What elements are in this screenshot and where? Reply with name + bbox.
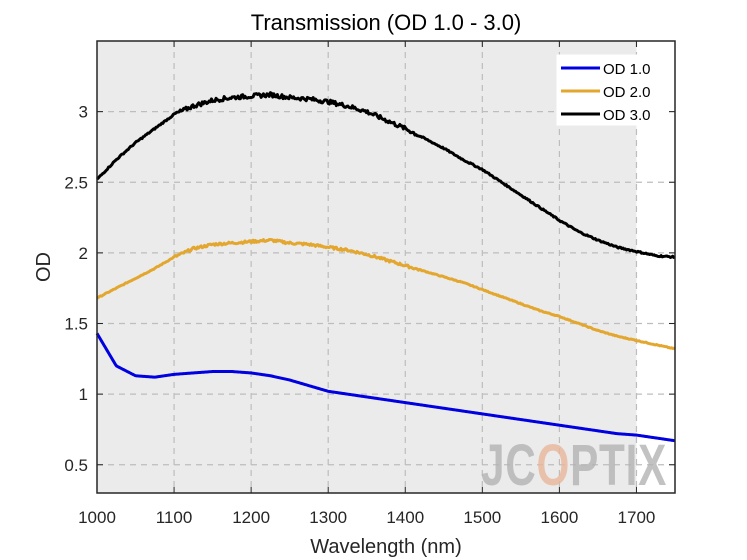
- plot-frame: [96, 40, 676, 494]
- x-tick-label-6: 1600: [540, 508, 578, 527]
- chart-title: Transmission (OD 1.0 - 3.0): [251, 10, 522, 35]
- legend-label-od2: OD 2.0: [603, 84, 651, 101]
- watermark-logo: JCOPTIX: [481, 433, 667, 498]
- x-tick-label-3: 1300: [309, 508, 347, 527]
- y-axis-label: OD: [33, 252, 55, 282]
- watermark-letter-0: J: [481, 433, 505, 498]
- x-axis-label: Wavelength (nm): [310, 536, 462, 558]
- series-line-od-2-0: [96, 237, 676, 351]
- legend-label-od1: OD 1.0: [603, 61, 651, 78]
- y-tick-label-0: 0.5: [64, 456, 88, 475]
- watermark-text: JCOPTIX: [481, 433, 667, 498]
- x-tick-label-1: 1100: [156, 508, 193, 527]
- series-lines: [95, 91, 676, 443]
- y-tick-label-4: 2.5: [64, 173, 88, 192]
- y-axis: 0.5 1 1.5 2 2.5 3: [64, 103, 675, 475]
- y-tick-label-2: 1.5: [64, 315, 88, 334]
- x-tick-label-2: 1200: [232, 508, 270, 527]
- x-tick-label-7: 1700: [618, 508, 656, 527]
- watermark-letter-4: T: [599, 433, 626, 498]
- legend: OD 1.0 OD 2.0 OD 3.0: [556, 54, 666, 126]
- x-tick-label-0: 1000: [78, 508, 116, 527]
- legend-label-od3: OD 3.0: [603, 107, 651, 124]
- x-axis: 1000 1100 1200 1300 1400 1500 1600 1700: [78, 41, 655, 527]
- y-tick-label-1: 1: [79, 385, 88, 404]
- watermark-letter-5: I: [626, 433, 638, 498]
- watermark-letter-2: O: [537, 433, 571, 498]
- watermark-letter-1: C: [505, 433, 536, 498]
- y-tick-label-5: 3: [79, 103, 88, 122]
- watermark-letter-3: P: [570, 433, 599, 498]
- y-tick-label-3: 2: [79, 244, 88, 263]
- series-line-od-1-0: [95, 332, 676, 443]
- x-tick-label-5: 1500: [463, 508, 501, 527]
- series-line-od-3-0: [96, 91, 676, 259]
- watermark-letter-6: X: [638, 433, 667, 498]
- shaded-region: [97, 41, 637, 493]
- x-tick-label-4: 1400: [386, 508, 424, 527]
